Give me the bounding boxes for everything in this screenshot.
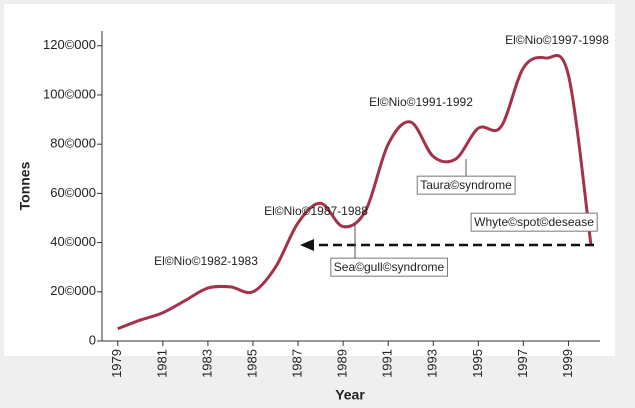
y-tick-label: 80©000 [50, 136, 96, 151]
x-tick-label: 1993 [425, 349, 440, 378]
x-tick-label: 1985 [244, 349, 259, 378]
x-tick-label: 1999 [560, 349, 575, 378]
x-tick-label: 1983 [199, 349, 214, 378]
y-tick-label: 60©000 [50, 185, 96, 200]
annotation: El©Nio©1991-1992 [369, 95, 473, 109]
x-tick-label: 1979 [109, 349, 124, 378]
annotation-box [416, 175, 516, 195]
annotation: Sea©gull©syndrome [334, 260, 445, 274]
y-tick-label: 20©000 [50, 283, 96, 298]
y-tick-label: 0 [89, 332, 96, 347]
y-axis-title: Tonnes [17, 161, 33, 210]
annotation: Taura©syndrome [420, 178, 512, 192]
x-tick-label: 1981 [154, 349, 169, 378]
y-tick-label: 40©000 [50, 234, 96, 249]
x-axis-title: Year [335, 387, 365, 403]
annotation-box [330, 257, 449, 277]
x-tick-label: 1989 [335, 349, 350, 378]
annotation: El©Nio©1997-1998 [505, 33, 609, 47]
x-tick-label: 1995 [470, 349, 485, 378]
annotation: Whyte©spot©desease [474, 215, 594, 229]
line-series [117, 53, 593, 331]
x-tick-label: 1987 [289, 349, 304, 378]
y-tick-label: 100©000 [43, 86, 96, 101]
arrow-head [300, 239, 314, 251]
x-tick-label: 1991 [380, 349, 395, 378]
annotation: El©Nio©1987-1988 [264, 204, 368, 218]
annotation-box [470, 212, 598, 232]
y-tick-label: 120©000 [43, 37, 96, 52]
plot-panel [4, 4, 615, 356]
annotation: El©Nio©1982-1983 [154, 254, 258, 268]
x-tick-label: 1997 [515, 349, 530, 378]
